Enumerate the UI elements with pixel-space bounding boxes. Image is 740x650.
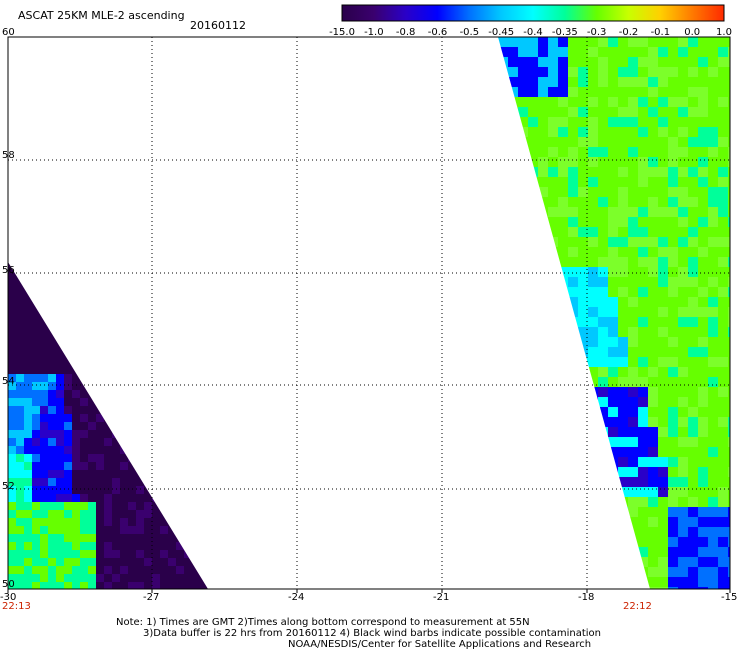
colorbar-gradient xyxy=(341,4,725,22)
colorbar-tick-label: -0.1 xyxy=(651,27,671,38)
lat-label-56: 56 xyxy=(2,265,15,276)
pass-time-right: 22:12 xyxy=(623,601,652,612)
product-title: ASCAT 25KM MLE-2 ascending xyxy=(18,9,185,22)
colorbar-tick-label: -0.4 xyxy=(523,27,543,38)
colorbar-tick-label: -0.5 xyxy=(460,27,480,38)
note-line-3: NOAA/NESDIS/Center for Satellite Applica… xyxy=(288,639,592,650)
colorbar-tick-label: -0.2 xyxy=(619,27,639,38)
lon-label-15: -15 xyxy=(721,592,738,603)
note-line-1: Note: 1) Times are GMT 2)Times along bot… xyxy=(116,617,530,628)
pass-time-left: 22:13 xyxy=(2,601,31,612)
lat-label-52: 52 xyxy=(2,481,15,492)
colorbar-tick-label: -0.3 xyxy=(587,27,607,38)
lon-label-24: -24 xyxy=(288,592,305,603)
product-date: 20160112 xyxy=(190,19,246,32)
colorbar-tick-label: 1.0 xyxy=(716,27,732,38)
lat-label-54: 54 xyxy=(2,376,15,387)
colorbar-tick-label: -0.8 xyxy=(396,27,416,38)
lat-label-50: 50 xyxy=(2,579,15,590)
colorbar-tick-label: -0.45 xyxy=(488,27,514,38)
map-frame xyxy=(7,36,731,590)
lat-label-58: 58 xyxy=(2,150,15,161)
lon-label-18: -18 xyxy=(578,592,595,603)
colorbar-tick-label: -0.6 xyxy=(428,27,448,38)
colorbar-tick-label: -0.35 xyxy=(552,27,578,38)
lon-label-27: -27 xyxy=(143,592,160,603)
colorbar-tick-label: 0.0 xyxy=(684,27,700,38)
lat-label-60: 60 xyxy=(2,27,15,38)
lon-label-21: -21 xyxy=(433,592,450,603)
lon-label-30: -30 xyxy=(0,592,17,603)
colorbar-tick-label: -1.0 xyxy=(364,27,384,38)
colorbar-tick-label: -15.0 xyxy=(329,27,355,38)
swath-right xyxy=(498,37,730,589)
note-line-2: 3)Data buffer is 22 hrs from 20160112 4)… xyxy=(143,628,601,639)
swath-left xyxy=(8,262,208,589)
swath-map xyxy=(7,36,731,593)
colorbar: -15.0 -1.0 -0.8 -0.6 -0.5 -0.45 -0.4 -0.35 -0.3 -… xyxy=(329,4,732,38)
